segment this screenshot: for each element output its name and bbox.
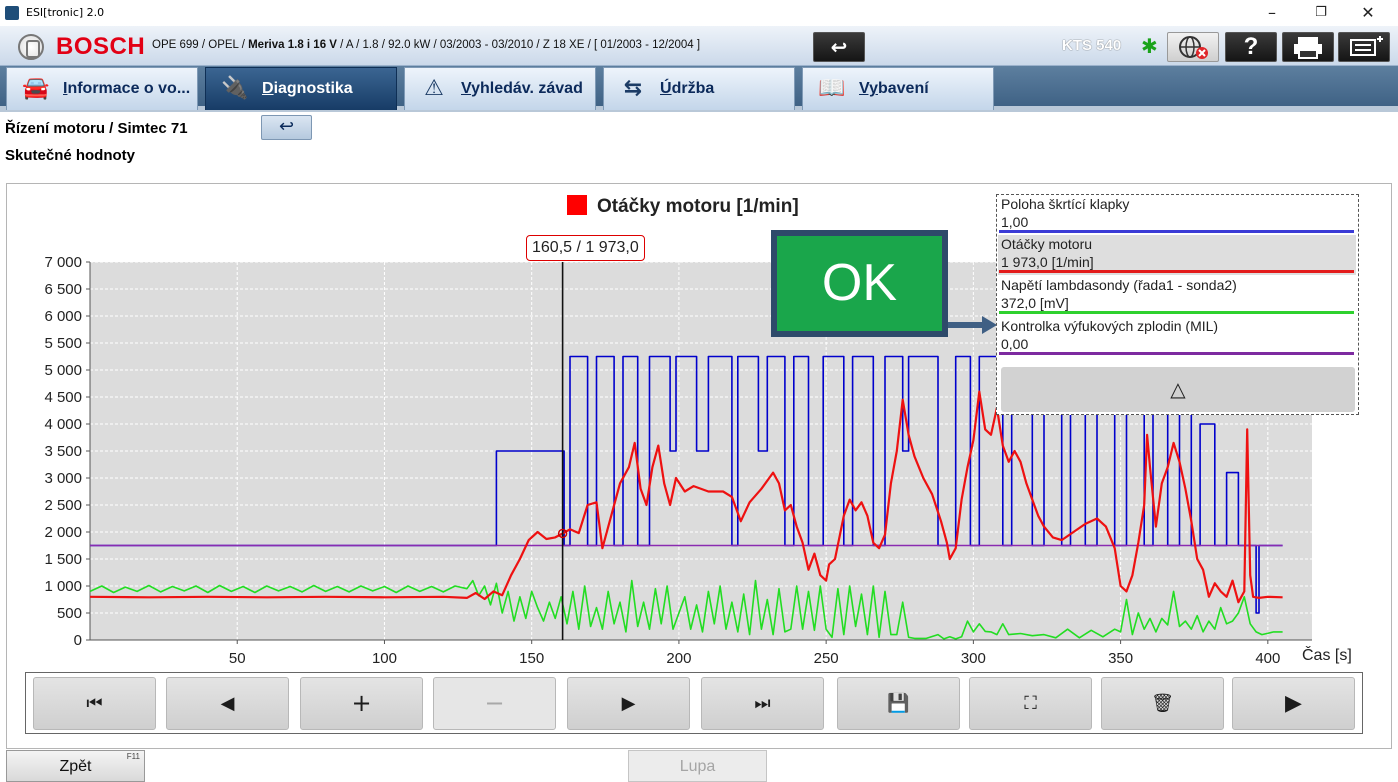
maximize-button[interactable]: ❐ [1315, 5, 1327, 20]
first-button[interactable]: ⏮ [33, 677, 156, 730]
zoom-out-button[interactable]: − [433, 677, 556, 730]
print-icon[interactable] [1282, 32, 1334, 62]
tab-label: Vybavení [859, 80, 929, 97]
title-bar: ESI[tronic] 2.0 – ❐ ✕ [0, 0, 1398, 26]
back-arrow-icon[interactable]: ↩ [813, 32, 865, 62]
legend-scroll-up-button[interactable]: △ [1001, 367, 1355, 412]
app-icon [5, 6, 19, 20]
legend-item-engine-speed[interactable]: Otáčky motoru 1 973,0 [1/min] [998, 235, 1356, 275]
magnifier-button[interactable]: Lupa [628, 750, 767, 782]
help-icon[interactable]: ? [1225, 32, 1277, 62]
save-button[interactable]: 💾 [837, 677, 960, 730]
legend-item-mil[interactable]: Kontrolka výfukových zplodin (MIL) 0,00 [998, 317, 1356, 357]
legend-value: 1,00 [1001, 214, 1029, 230]
legend-color-bar [999, 230, 1354, 233]
legend-name: Otáčky motoru [1001, 236, 1093, 252]
cursor-readout: 160,5 / 1 973,0 [526, 235, 645, 261]
vehicle-info: OPE 699 / OPEL / Meriva 1.8 i 16 V / A /… [152, 39, 701, 51]
car-lift-icon: 🚘 [22, 76, 50, 101]
header-bar: BOSCH OPE 699 / OPEL / Meriva 1.8 i 16 V… [0, 26, 1398, 66]
legend-value: 372,0 [mV] [1001, 295, 1069, 311]
legend-name: Kontrolka výfukových zplodin (MIL) [1001, 318, 1219, 334]
tab-label: Vyhledáv. závad [461, 80, 583, 97]
play-button[interactable]: ▶ [567, 677, 690, 730]
previous-button[interactable]: ◀ [166, 677, 289, 730]
legend-item-throttle[interactable]: Poloha škrtící klapky 1,00 [998, 195, 1356, 235]
tab-fault-search[interactable]: ⚠ Vyhledáv. závad [404, 67, 596, 110]
fault-search-icon: ⚠ [424, 76, 444, 101]
equipment-book-icon: 📖 [818, 76, 846, 101]
window-title: ESI[tronic] 2.0 [26, 6, 105, 19]
diagnostic-plug-icon: 🔌 [221, 76, 249, 101]
tab-label: Údržba [660, 80, 715, 97]
maintenance-icon: ⇆ [623, 76, 643, 101]
breadcrumb: Řízení motoru / Simtec 71 [5, 120, 188, 137]
legend-color-bar [999, 270, 1354, 273]
brand-name: BOSCH [56, 33, 146, 60]
back-button-label: Zpět [59, 758, 92, 775]
tab-vehicle-info[interactable]: 🚘 Informace o vo... [6, 67, 198, 110]
chart-toolbar: ⏮ ◀ + − ▶ ⏭ 💾 ⛶ 🗑 ▶ [25, 672, 1363, 734]
legend-color-bar [999, 311, 1354, 314]
run-button[interactable]: ▶ [1232, 677, 1355, 730]
bluetooth-icon: ✱ [1141, 34, 1158, 58]
keyboard-icon[interactable] [1338, 32, 1390, 62]
marker-button[interactable]: ⛶ [969, 677, 1092, 730]
breadcrumb-back-button[interactable]: ↩ [261, 115, 312, 140]
tab-label: Diagnostika [262, 80, 353, 97]
tab-maintenance[interactable]: ⇆ Údržba [603, 67, 795, 110]
minimize-button[interactable]: – [1268, 3, 1276, 22]
device-name: KTS 540 [1062, 37, 1122, 54]
legend-item-lambda[interactable]: Napětí lambdasondy (řada1 - sonda2) 372,… [998, 276, 1356, 316]
ok-annotation: OK [771, 230, 948, 337]
close-button[interactable]: ✕ [1361, 3, 1375, 22]
legend-name: Poloha škrtící klapky [1001, 196, 1130, 212]
legend-color-bar [999, 352, 1354, 355]
page-title: Skutečné hodnoty [5, 147, 136, 164]
back-button-fkey: F11 [126, 752, 140, 761]
bosch-logo-icon [18, 34, 44, 60]
legend-name: Napětí lambdasondy (řada1 - sonda2) [1001, 277, 1237, 293]
legend: Poloha škrtící klapky 1,00 Otáčky motoru… [996, 194, 1359, 415]
zoom-in-button[interactable]: + [300, 677, 423, 730]
globe-offline-icon[interactable] [1167, 32, 1219, 62]
tab-diagnostics[interactable]: 🔌 Diagnostika [205, 67, 397, 110]
last-button[interactable]: ⏭ [701, 677, 824, 730]
legend-value: 1 973,0 [1/min] [1001, 254, 1094, 270]
legend-value: 0,00 [1001, 336, 1029, 352]
delete-button[interactable]: 🗑 [1101, 677, 1224, 730]
tab-bar: 🚘 Informace o vo... 🔌 Diagnostika ⚠ Vyhl… [0, 66, 1398, 112]
tab-equipment[interactable]: 📖 Vybavení [802, 67, 994, 110]
back-button[interactable]: Zpět F11 [6, 750, 145, 782]
tab-label: Informace o vo... [63, 80, 191, 97]
